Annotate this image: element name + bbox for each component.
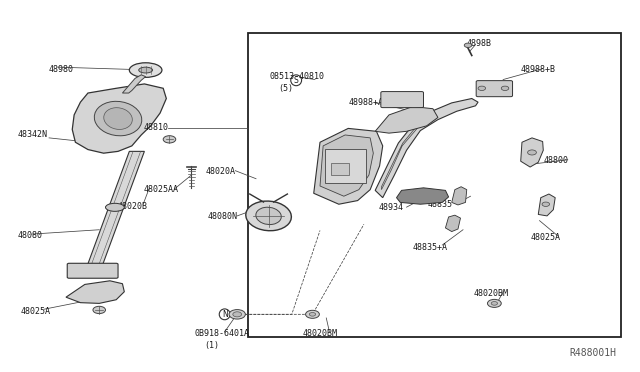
Text: 48080: 48080 — [18, 231, 43, 240]
Text: 48835: 48835 — [428, 200, 453, 209]
Text: 48020B: 48020B — [118, 202, 148, 211]
Polygon shape — [452, 187, 467, 205]
Text: 48934: 48934 — [378, 203, 403, 212]
Polygon shape — [72, 84, 166, 153]
Text: N: N — [222, 310, 228, 319]
Polygon shape — [85, 151, 145, 270]
Circle shape — [305, 310, 319, 318]
Polygon shape — [122, 75, 146, 93]
Circle shape — [93, 306, 106, 314]
Polygon shape — [445, 215, 461, 231]
Text: 48020BM: 48020BM — [303, 329, 337, 338]
Circle shape — [501, 86, 509, 90]
Bar — [248, 33, 621, 337]
Text: 48810: 48810 — [143, 123, 168, 132]
Circle shape — [488, 299, 501, 307]
Ellipse shape — [94, 101, 142, 136]
Ellipse shape — [246, 201, 291, 231]
Text: 4898B: 4898B — [467, 39, 492, 48]
Text: 48020A: 48020A — [206, 167, 236, 176]
Text: 48980: 48980 — [49, 65, 74, 74]
Text: S: S — [294, 76, 298, 85]
Circle shape — [233, 312, 242, 317]
Text: 48800: 48800 — [543, 156, 568, 165]
Ellipse shape — [256, 207, 282, 225]
Ellipse shape — [106, 203, 124, 211]
Text: 48025AA: 48025AA — [143, 185, 178, 194]
Circle shape — [492, 302, 497, 305]
Ellipse shape — [129, 63, 162, 77]
FancyBboxPatch shape — [67, 263, 118, 278]
Circle shape — [527, 150, 536, 155]
Text: 48025A: 48025A — [531, 233, 561, 242]
Circle shape — [229, 310, 245, 319]
Polygon shape — [320, 135, 373, 196]
Circle shape — [542, 202, 550, 206]
FancyBboxPatch shape — [381, 92, 424, 108]
Text: 48020BM: 48020BM — [474, 289, 509, 298]
Circle shape — [163, 136, 176, 143]
Text: 48080N: 48080N — [207, 212, 237, 221]
Polygon shape — [381, 114, 434, 190]
Polygon shape — [314, 128, 383, 204]
Text: (5): (5) — [278, 84, 293, 93]
Circle shape — [478, 86, 486, 90]
Text: 48988+B: 48988+B — [521, 65, 556, 74]
Polygon shape — [66, 281, 124, 304]
FancyBboxPatch shape — [325, 149, 367, 183]
Circle shape — [464, 43, 472, 48]
FancyBboxPatch shape — [476, 81, 513, 97]
Text: R488001H: R488001H — [569, 348, 616, 358]
Text: (1): (1) — [205, 341, 220, 350]
Text: 48342N: 48342N — [18, 131, 48, 140]
Circle shape — [309, 312, 316, 316]
Text: 48988+A: 48988+A — [348, 98, 383, 107]
Text: 48835+A: 48835+A — [413, 243, 448, 252]
Polygon shape — [375, 99, 478, 198]
Ellipse shape — [139, 67, 152, 73]
Text: 08513-40810: 08513-40810 — [270, 72, 325, 81]
Text: 48025A: 48025A — [20, 307, 50, 316]
Text: 0B918-6401A: 0B918-6401A — [195, 329, 250, 338]
Polygon shape — [375, 106, 438, 133]
Ellipse shape — [104, 108, 132, 129]
Polygon shape — [538, 194, 556, 216]
Polygon shape — [397, 188, 449, 204]
FancyBboxPatch shape — [332, 163, 349, 175]
Polygon shape — [521, 138, 543, 167]
